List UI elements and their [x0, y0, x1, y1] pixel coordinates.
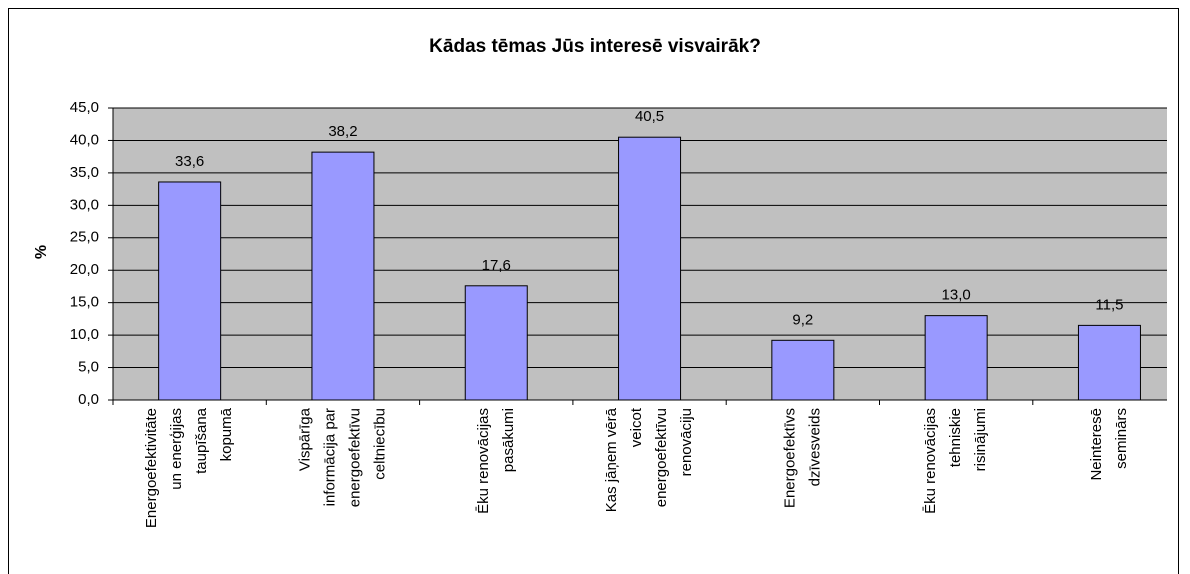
data-label: 33,6	[175, 153, 204, 170]
bar	[618, 136, 682, 401]
y-tick-label: 5,0	[78, 359, 99, 376]
data-label: 17,6	[482, 257, 511, 274]
bar	[158, 181, 222, 401]
data-label: 40,5	[635, 108, 664, 125]
data-label: 13,0	[942, 287, 971, 304]
y-tick-label: 20,0	[70, 261, 99, 278]
y-tick-label: 45,0	[70, 99, 99, 116]
y-tick-label: 10,0	[70, 326, 99, 343]
data-label: 11,5	[1095, 296, 1123, 313]
x-tick-label: Energoefektivitāte un enerģijas taupīšana k…	[143, 407, 235, 528]
bar	[924, 315, 988, 401]
x-tick-label: Vispārīga informācija par energoefektīvu ce…	[296, 407, 388, 507]
bar	[311, 151, 375, 401]
y-tick-label: 40,0	[70, 131, 99, 148]
x-tick-label: Kas jāņem vērā veicot energoefektīvu renovā…	[603, 407, 695, 512]
bar	[771, 339, 835, 401]
bar	[1077, 324, 1141, 401]
chart-title: Kādas tēmas Jūs interesē visvairāk?	[429, 36, 761, 57]
y-axis-title: %	[33, 245, 50, 259]
bar	[464, 285, 528, 401]
x-tick-label: Ēku renovācijas tehniskie risinājumi	[922, 408, 989, 514]
y-tick-label: 0,0	[78, 391, 99, 408]
y-tick-label: 15,0	[70, 294, 99, 311]
y-tick-label: 35,0	[70, 164, 99, 181]
data-label: 9,2	[792, 311, 813, 328]
x-tick-label: Ēku renovācijas pasākumi	[475, 408, 517, 514]
x-tick-label: Energoefektīvs dzīvesveids	[781, 408, 823, 508]
data-label: 38,2	[328, 123, 357, 140]
y-tick-label: 30,0	[70, 196, 99, 213]
x-tick-label: Neinteresē seminārs	[1088, 408, 1130, 481]
y-tick-label: 25,0	[70, 229, 99, 246]
